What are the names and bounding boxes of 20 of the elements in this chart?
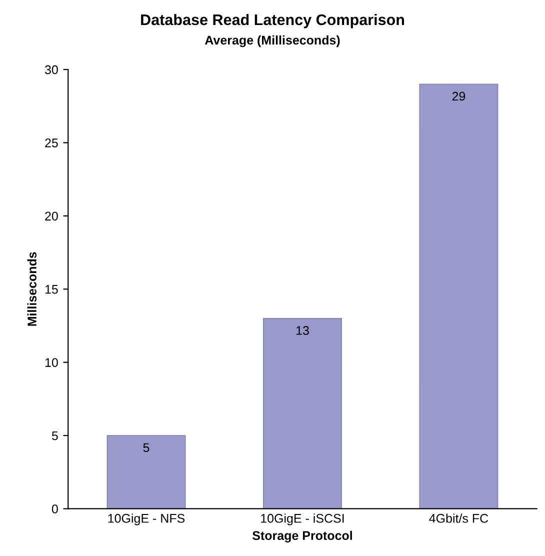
- data-label: 5: [143, 443, 150, 452]
- bar: [106, 435, 186, 509]
- x-tick-label: 4Gbit/s FC: [429, 514, 488, 523]
- y-tick-label: 10: [45, 358, 58, 367]
- x-tick-label: 10GigE - NFS: [108, 514, 185, 526]
- y-tick-label: 20: [45, 212, 58, 221]
- bar: [419, 84, 498, 509]
- y-tick-label: 0: [52, 504, 58, 514]
- y-tick-label: 15: [45, 285, 58, 294]
- y-axis-title: Milliseconds: [27, 252, 36, 326]
- data-label: 13: [296, 326, 309, 335]
- y-tick-label: 5: [52, 431, 58, 440]
- x-axis-title: Storage Protocol: [252, 530, 352, 543]
- chart-title: Database Read Latency Comparison: [141, 14, 404, 28]
- y-tick-label: 25: [45, 138, 58, 148]
- data-label: 29: [452, 92, 466, 101]
- bar: [262, 318, 342, 509]
- y-tick-label: 30: [44, 65, 58, 74]
- x-tick-label: 10GigE - iSCSI: [261, 514, 344, 526]
- chart-subtitle: Average (Milliseconds): [204, 35, 340, 48]
